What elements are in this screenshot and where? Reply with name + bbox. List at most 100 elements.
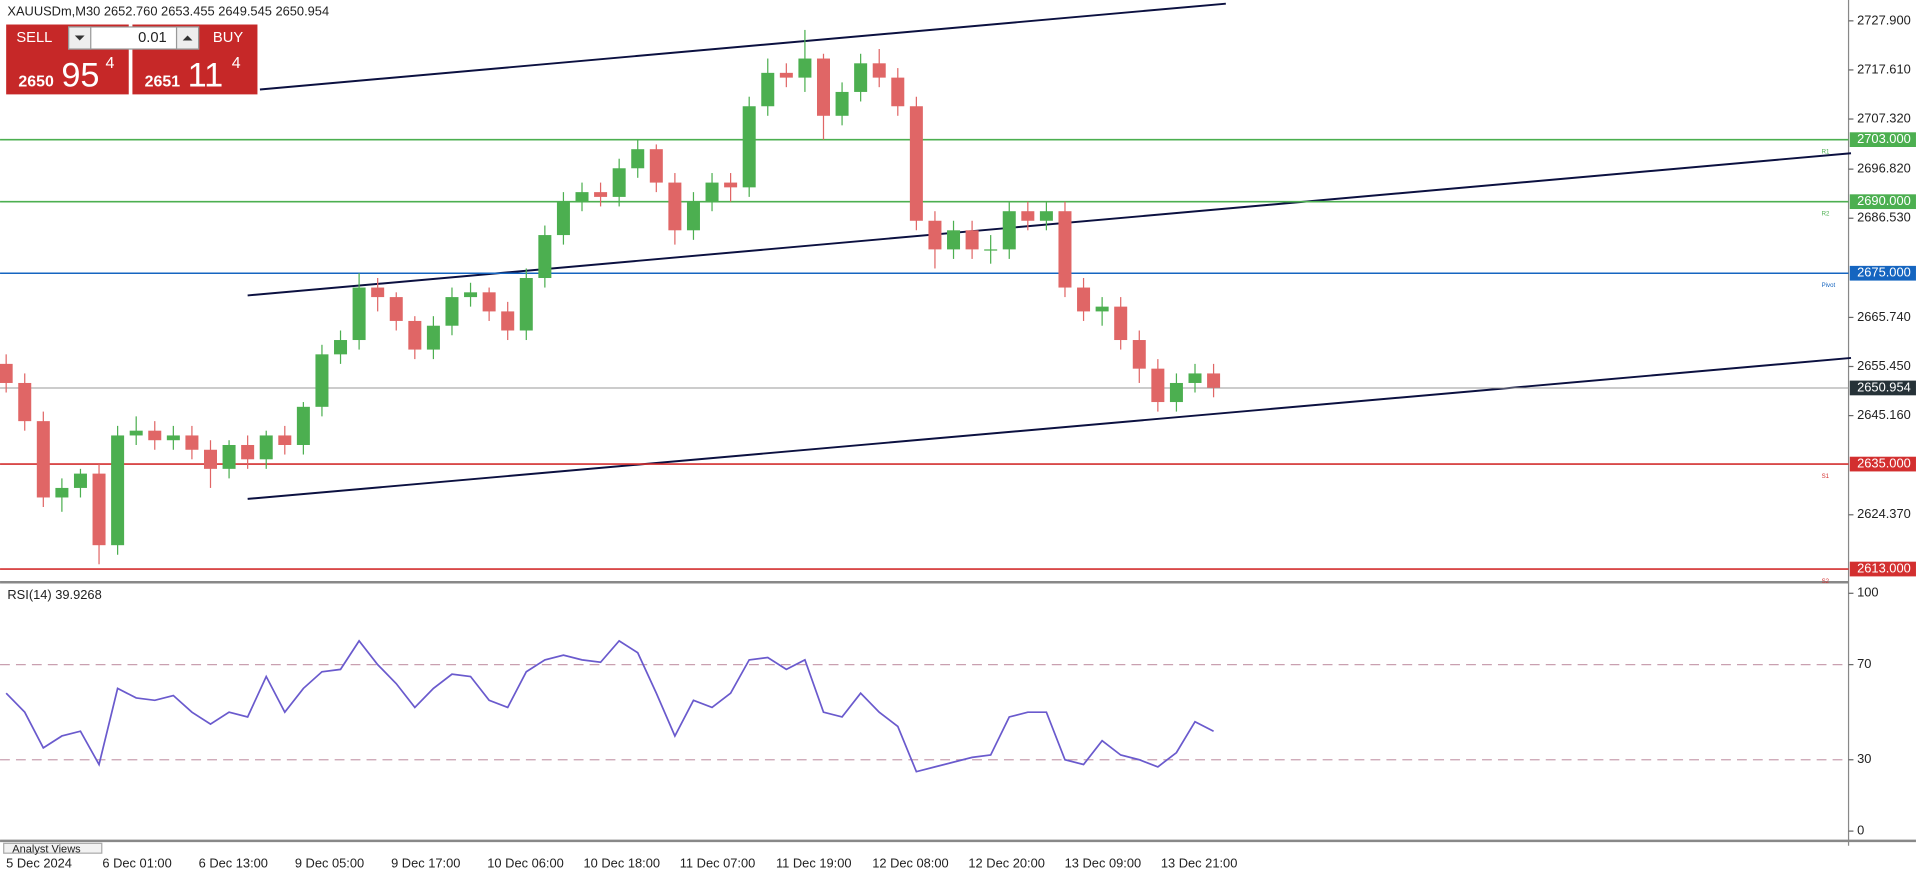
- trend-line: [259, 2, 1226, 91]
- candle-body: [909, 106, 923, 221]
- level-label: 2613.000: [1857, 560, 1911, 575]
- candle-body: [334, 340, 348, 355]
- sell-button[interactable]: SELL: [16, 30, 52, 46]
- candle-body: [36, 421, 50, 498]
- level-tag-bg: [1849, 456, 1916, 472]
- candle-body: [1151, 368, 1165, 403]
- buy-button[interactable]: BUY: [213, 30, 243, 46]
- down-arrow: [74, 35, 85, 41]
- sell-price-sup: 4: [105, 55, 114, 72]
- candle-body: [798, 58, 812, 78]
- buy-price-big: 2651: [145, 73, 181, 90]
- sell-price-big: 2650: [18, 73, 54, 90]
- rsi-tick-label: 70: [1857, 656, 1871, 671]
- time-label: 10 Dec 06:00: [487, 856, 563, 871]
- time-label: 11 Dec 19:00: [776, 856, 852, 871]
- candle-body: [426, 325, 440, 350]
- candle-body: [761, 72, 775, 107]
- candle-body: [111, 435, 125, 546]
- level-tag-bg: [1849, 561, 1916, 577]
- time-label: 12 Dec 08:00: [872, 856, 949, 871]
- price-tick-label: 2655.450: [1857, 358, 1911, 373]
- level-tag-bg: [1849, 265, 1916, 281]
- candle-body: [742, 106, 756, 188]
- candle-body: [519, 278, 533, 331]
- candle-body: [594, 192, 608, 197]
- time-label: 11 Dec 07:00: [680, 856, 756, 871]
- buy-price-main: 11: [188, 56, 224, 94]
- time-label: 6 Dec 01:00: [102, 856, 171, 871]
- candle-body: [891, 77, 905, 107]
- candle-body: [1095, 306, 1109, 312]
- level-tag: R1: [1822, 149, 1830, 156]
- candle-body: [464, 292, 478, 298]
- candle-body: [315, 354, 329, 407]
- symbol-info: XAUUSDm,M30 2652.760 2653.455 2649.545 2…: [7, 4, 329, 19]
- candle-body: [575, 192, 589, 202]
- candle-body: [1021, 211, 1035, 221]
- candle-body: [278, 435, 292, 445]
- time-label: 5 Dec 2024: [6, 856, 72, 871]
- level-label: 2675.000: [1857, 265, 1911, 280]
- candle-body: [1169, 382, 1183, 403]
- level-tag-bg: [1849, 194, 1916, 210]
- time-label: 9 Dec 05:00: [295, 856, 364, 871]
- candle-body: [668, 182, 682, 231]
- price-tick-label: 2665.740: [1857, 309, 1911, 324]
- rsi-tick-label: 0: [1857, 823, 1864, 838]
- candle-body: [18, 382, 32, 422]
- trend-line: [247, 152, 1852, 297]
- level-tag: Pivot: [1822, 282, 1836, 289]
- level-tag: S1: [1822, 473, 1830, 480]
- level-tag: S2: [1822, 578, 1830, 585]
- candle-body: [1188, 373, 1202, 383]
- bottom-tab-label[interactable]: Analyst Views: [12, 843, 81, 855]
- price-tick-label: 2624.370: [1857, 506, 1911, 521]
- time-label: 6 Dec 13:00: [199, 856, 268, 871]
- candle-body: [185, 435, 199, 450]
- candle-body: [872, 63, 886, 78]
- candle-body: [631, 149, 645, 169]
- candle-body: [1132, 340, 1146, 369]
- candle-body: [686, 201, 700, 231]
- level-label: 2690.000: [1857, 193, 1911, 208]
- candle-body: [501, 311, 515, 331]
- price-tick-label: 2686.530: [1857, 210, 1911, 225]
- candle-body: [947, 230, 961, 250]
- candle-body: [259, 435, 273, 460]
- candle-body: [55, 487, 69, 498]
- candle-body: [724, 182, 738, 188]
- current-tag-bg: [1849, 380, 1916, 396]
- candle-body: [296, 406, 310, 445]
- rsi-line: [5, 639, 1214, 773]
- time-label: 12 Dec 20:00: [968, 856, 1044, 871]
- price-tick-label: 2707.320: [1857, 110, 1911, 125]
- candle-body: [1077, 287, 1091, 312]
- up-arrow: [182, 35, 193, 41]
- candle-body: [854, 63, 868, 92]
- candle-body: [0, 363, 13, 383]
- candle-body: [166, 435, 180, 441]
- level-tag: R2: [1822, 211, 1830, 218]
- candle-body: [482, 292, 496, 312]
- rsi-tick-label: 100: [1857, 585, 1878, 600]
- bottom-tab[interactable]: [3, 842, 103, 854]
- candle-body: [148, 430, 162, 441]
- candle-body: [928, 220, 942, 250]
- candle-body: [408, 320, 422, 350]
- candle-body: [241, 444, 255, 460]
- candle-body: [649, 149, 663, 183]
- current-price-label: 2650.954: [1857, 379, 1911, 394]
- level-tag-bg: [1849, 132, 1916, 148]
- candle-body: [389, 297, 403, 321]
- plot: R1 R2 Pivot S1 S2: [0, 20, 1854, 832]
- sell-price-main: 95: [61, 56, 99, 94]
- time-label: 13 Dec 21:00: [1161, 856, 1238, 871]
- candle-body: [1002, 211, 1016, 250]
- candle-body: [556, 201, 570, 236]
- candle-body: [538, 235, 552, 279]
- candle-body: [816, 58, 830, 116]
- candle-body: [371, 287, 385, 298]
- time-label: 9 Dec 17:00: [391, 856, 460, 871]
